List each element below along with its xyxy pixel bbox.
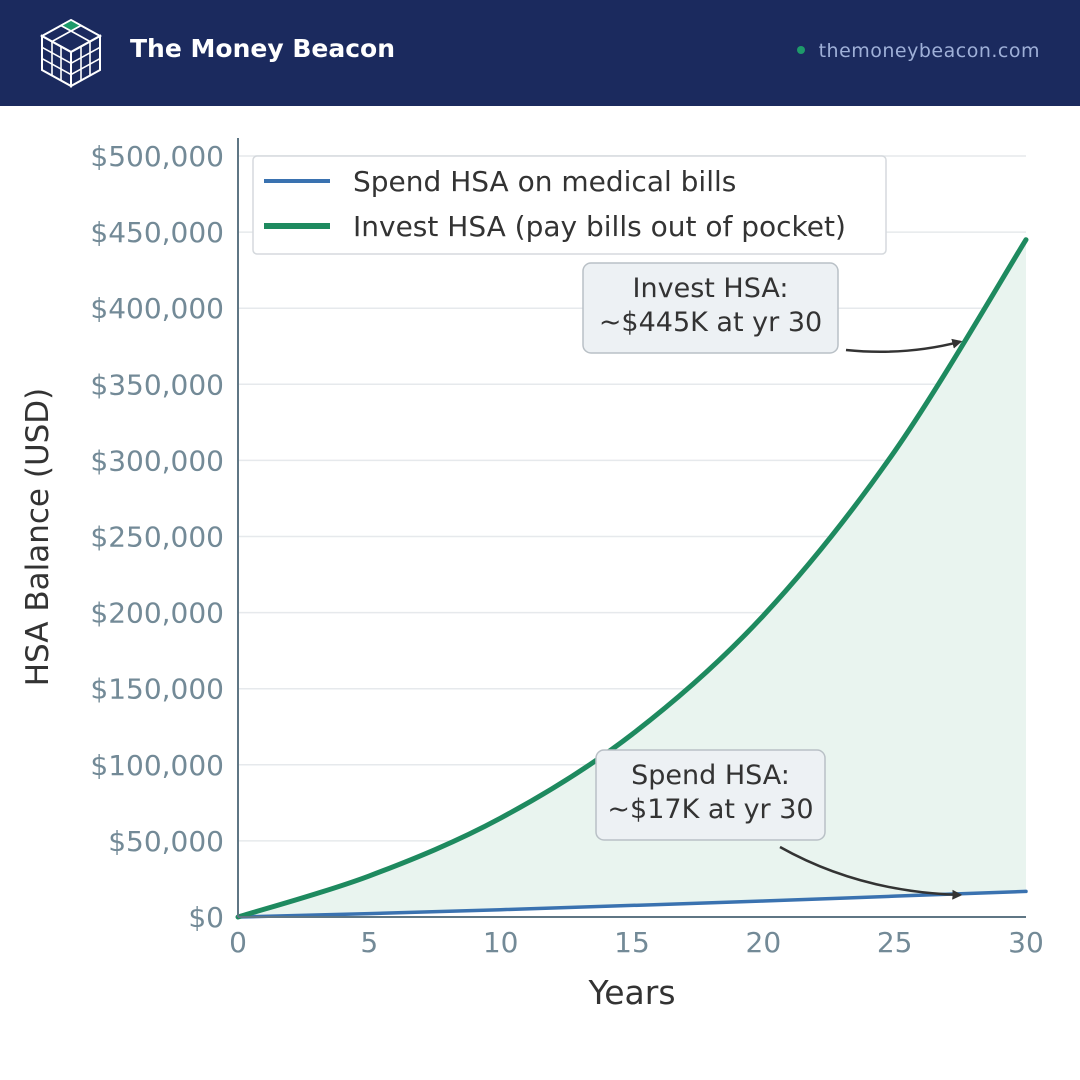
annotation-text-0-1: ~$445K at yr 30 bbox=[599, 307, 822, 338]
y-tick-label-8: $400,000 bbox=[90, 292, 224, 325]
y-tick-label-5: $250,000 bbox=[90, 521, 224, 554]
y-tick-label-9: $450,000 bbox=[90, 216, 224, 249]
x-tick-label-1: 5 bbox=[360, 926, 378, 959]
tick-labels: $0 $50,000 $100,000 $150,000 $200,000 $250,00… bbox=[90, 140, 1043, 959]
series-line-1 bbox=[235, 237, 1029, 920]
status-dot-icon bbox=[796, 45, 805, 54]
fill-between-area bbox=[238, 239, 1026, 917]
annotation-text-0-0: Invest HSA: bbox=[633, 273, 789, 304]
series-line-0 bbox=[236, 889, 1028, 919]
y-tick-label-6: $300,000 bbox=[90, 444, 224, 477]
annotation-arrow-1 bbox=[779, 845, 963, 900]
annotation-box-1 bbox=[595, 749, 826, 841]
x-tick-label-5: 25 bbox=[877, 926, 913, 959]
website-link[interactable]: themoneybeacon.com bbox=[796, 40, 1040, 62]
legend-label-0: Spend HSA on medical bills bbox=[353, 165, 736, 198]
cube-grid-icon bbox=[39, 18, 103, 88]
website-text: themoneybeacon.com bbox=[818, 40, 1040, 62]
series-lines bbox=[235, 237, 1029, 920]
legend-label-1: Invest HSA (pay bills out of pocket) bbox=[353, 210, 846, 243]
y-tick-label-1: $50,000 bbox=[108, 825, 224, 858]
x-tick-label-2: 10 bbox=[483, 926, 519, 959]
y-tick-label-3: $150,000 bbox=[90, 673, 224, 706]
legend: Spend HSA on medical bills Invest HSA (pa… bbox=[252, 155, 887, 255]
x-tick-label-6: 30 bbox=[1008, 926, 1044, 959]
annotation-text-1-0: Spend HSA: bbox=[631, 760, 790, 791]
y-tick-label-4: $200,000 bbox=[90, 597, 224, 630]
x-tick-label-3: 15 bbox=[614, 926, 650, 959]
y-tick-label-10: $500,000 bbox=[90, 140, 224, 173]
y-tick-label-7: $350,000 bbox=[90, 368, 224, 401]
hsa-balance-chart: $0 $50,000 $100,000 $150,000 $200,000 $250,00… bbox=[20, 138, 1044, 1012]
header-bar: The Money Beacon themoneybeacon.com bbox=[0, 0, 1080, 106]
brand-name: The Money Beacon bbox=[130, 34, 395, 63]
y-tick-label-0: $0 bbox=[188, 901, 224, 934]
annotation-text-1-1: ~$17K at yr 30 bbox=[607, 794, 813, 825]
x-tick-label-0: 0 bbox=[229, 926, 247, 959]
axes bbox=[237, 138, 1026, 918]
annotation-arrow-0 bbox=[845, 338, 963, 354]
x-tick-label-4: 20 bbox=[746, 926, 782, 959]
y-tick-label-2: $100,000 bbox=[90, 749, 224, 782]
legend-box bbox=[252, 155, 887, 255]
annotation-box-0 bbox=[582, 262, 839, 354]
x-axis-label: Years bbox=[587, 973, 675, 1012]
y-axis-label: HSA Balance (USD) bbox=[20, 388, 56, 687]
annotations: Invest HSA:~$445K at yr 30 Spend HSA:~$17… bbox=[582, 262, 963, 900]
